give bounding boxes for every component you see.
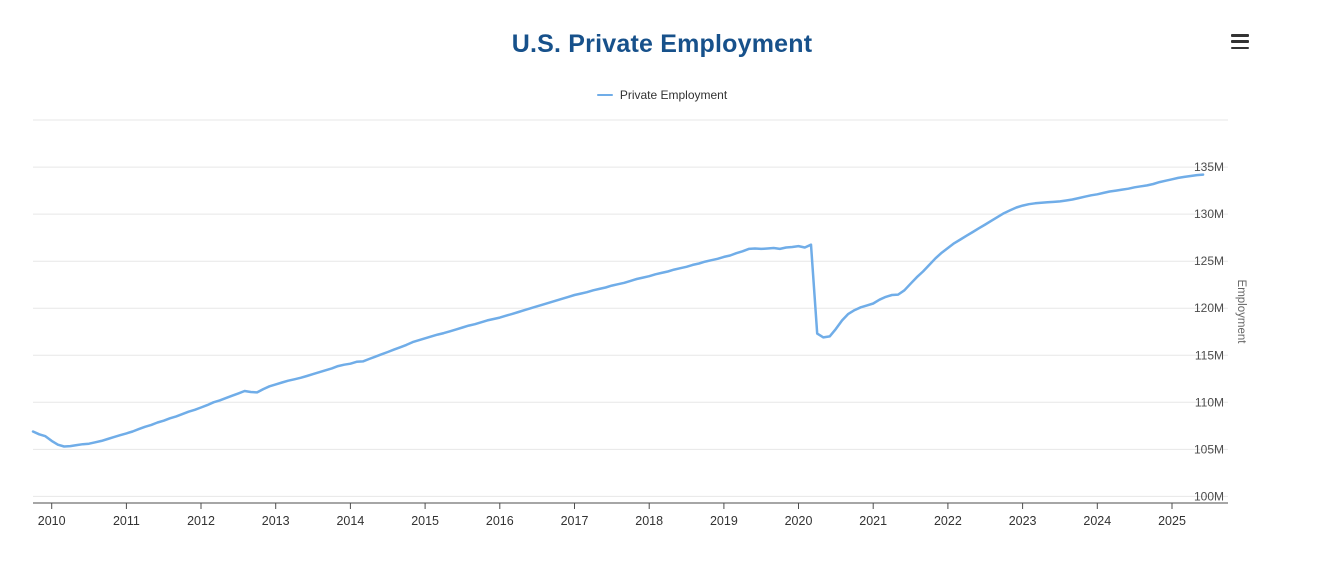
x-axis-label: 2012 xyxy=(187,514,215,528)
y-axis-label: 130M xyxy=(1194,207,1224,221)
y-axis-label: 125M xyxy=(1194,254,1224,268)
x-axis-label: 2016 xyxy=(486,514,514,528)
x-axis-label: 2011 xyxy=(113,514,140,528)
x-axis-label: 2017 xyxy=(561,514,589,528)
hamburger-menu-icon xyxy=(1231,40,1249,43)
legend-item-label: Private Employment xyxy=(619,88,728,102)
x-axis-label: 2014 xyxy=(336,514,364,528)
series-line-private-employment[interactable] xyxy=(31,173,1205,448)
x-axis-label: 2015 xyxy=(411,514,439,528)
x-axis-label: 2013 xyxy=(262,514,290,528)
y-axis-label: 120M xyxy=(1194,301,1224,315)
y-axis-label: 135M xyxy=(1194,160,1224,174)
hamburger-menu-icon xyxy=(1231,34,1249,37)
chart-legend: Private Employment xyxy=(0,88,1324,102)
x-axis-label: 2024 xyxy=(1083,514,1111,528)
y-axis-title: Employment xyxy=(1235,280,1247,345)
chart-context-menu-button[interactable] xyxy=(1228,32,1252,51)
y-axis-label: 100M xyxy=(1194,489,1224,503)
x-axis-label: 2021 xyxy=(859,514,887,528)
chart-title: U.S. Private Employment xyxy=(511,30,813,58)
y-axis-label: 110M xyxy=(1195,395,1224,409)
hamburger-menu-icon xyxy=(1231,46,1249,49)
x-axis-label: 2010 xyxy=(38,514,66,528)
y-axis-label: 105M xyxy=(1194,442,1224,456)
x-axis-label: 2023 xyxy=(1009,514,1037,528)
legend-item-private-employment[interactable]: Private Employment xyxy=(596,88,728,102)
legend-line-swatch xyxy=(596,94,613,96)
x-axis-label: 2020 xyxy=(785,514,813,528)
x-axis-label: 2022 xyxy=(934,514,962,528)
y-axis-label: 115M xyxy=(1195,348,1224,362)
x-axis-label: 2025 xyxy=(1158,514,1186,528)
x-axis-label: 2018 xyxy=(635,514,663,528)
x-axis-label: 2019 xyxy=(710,514,738,528)
